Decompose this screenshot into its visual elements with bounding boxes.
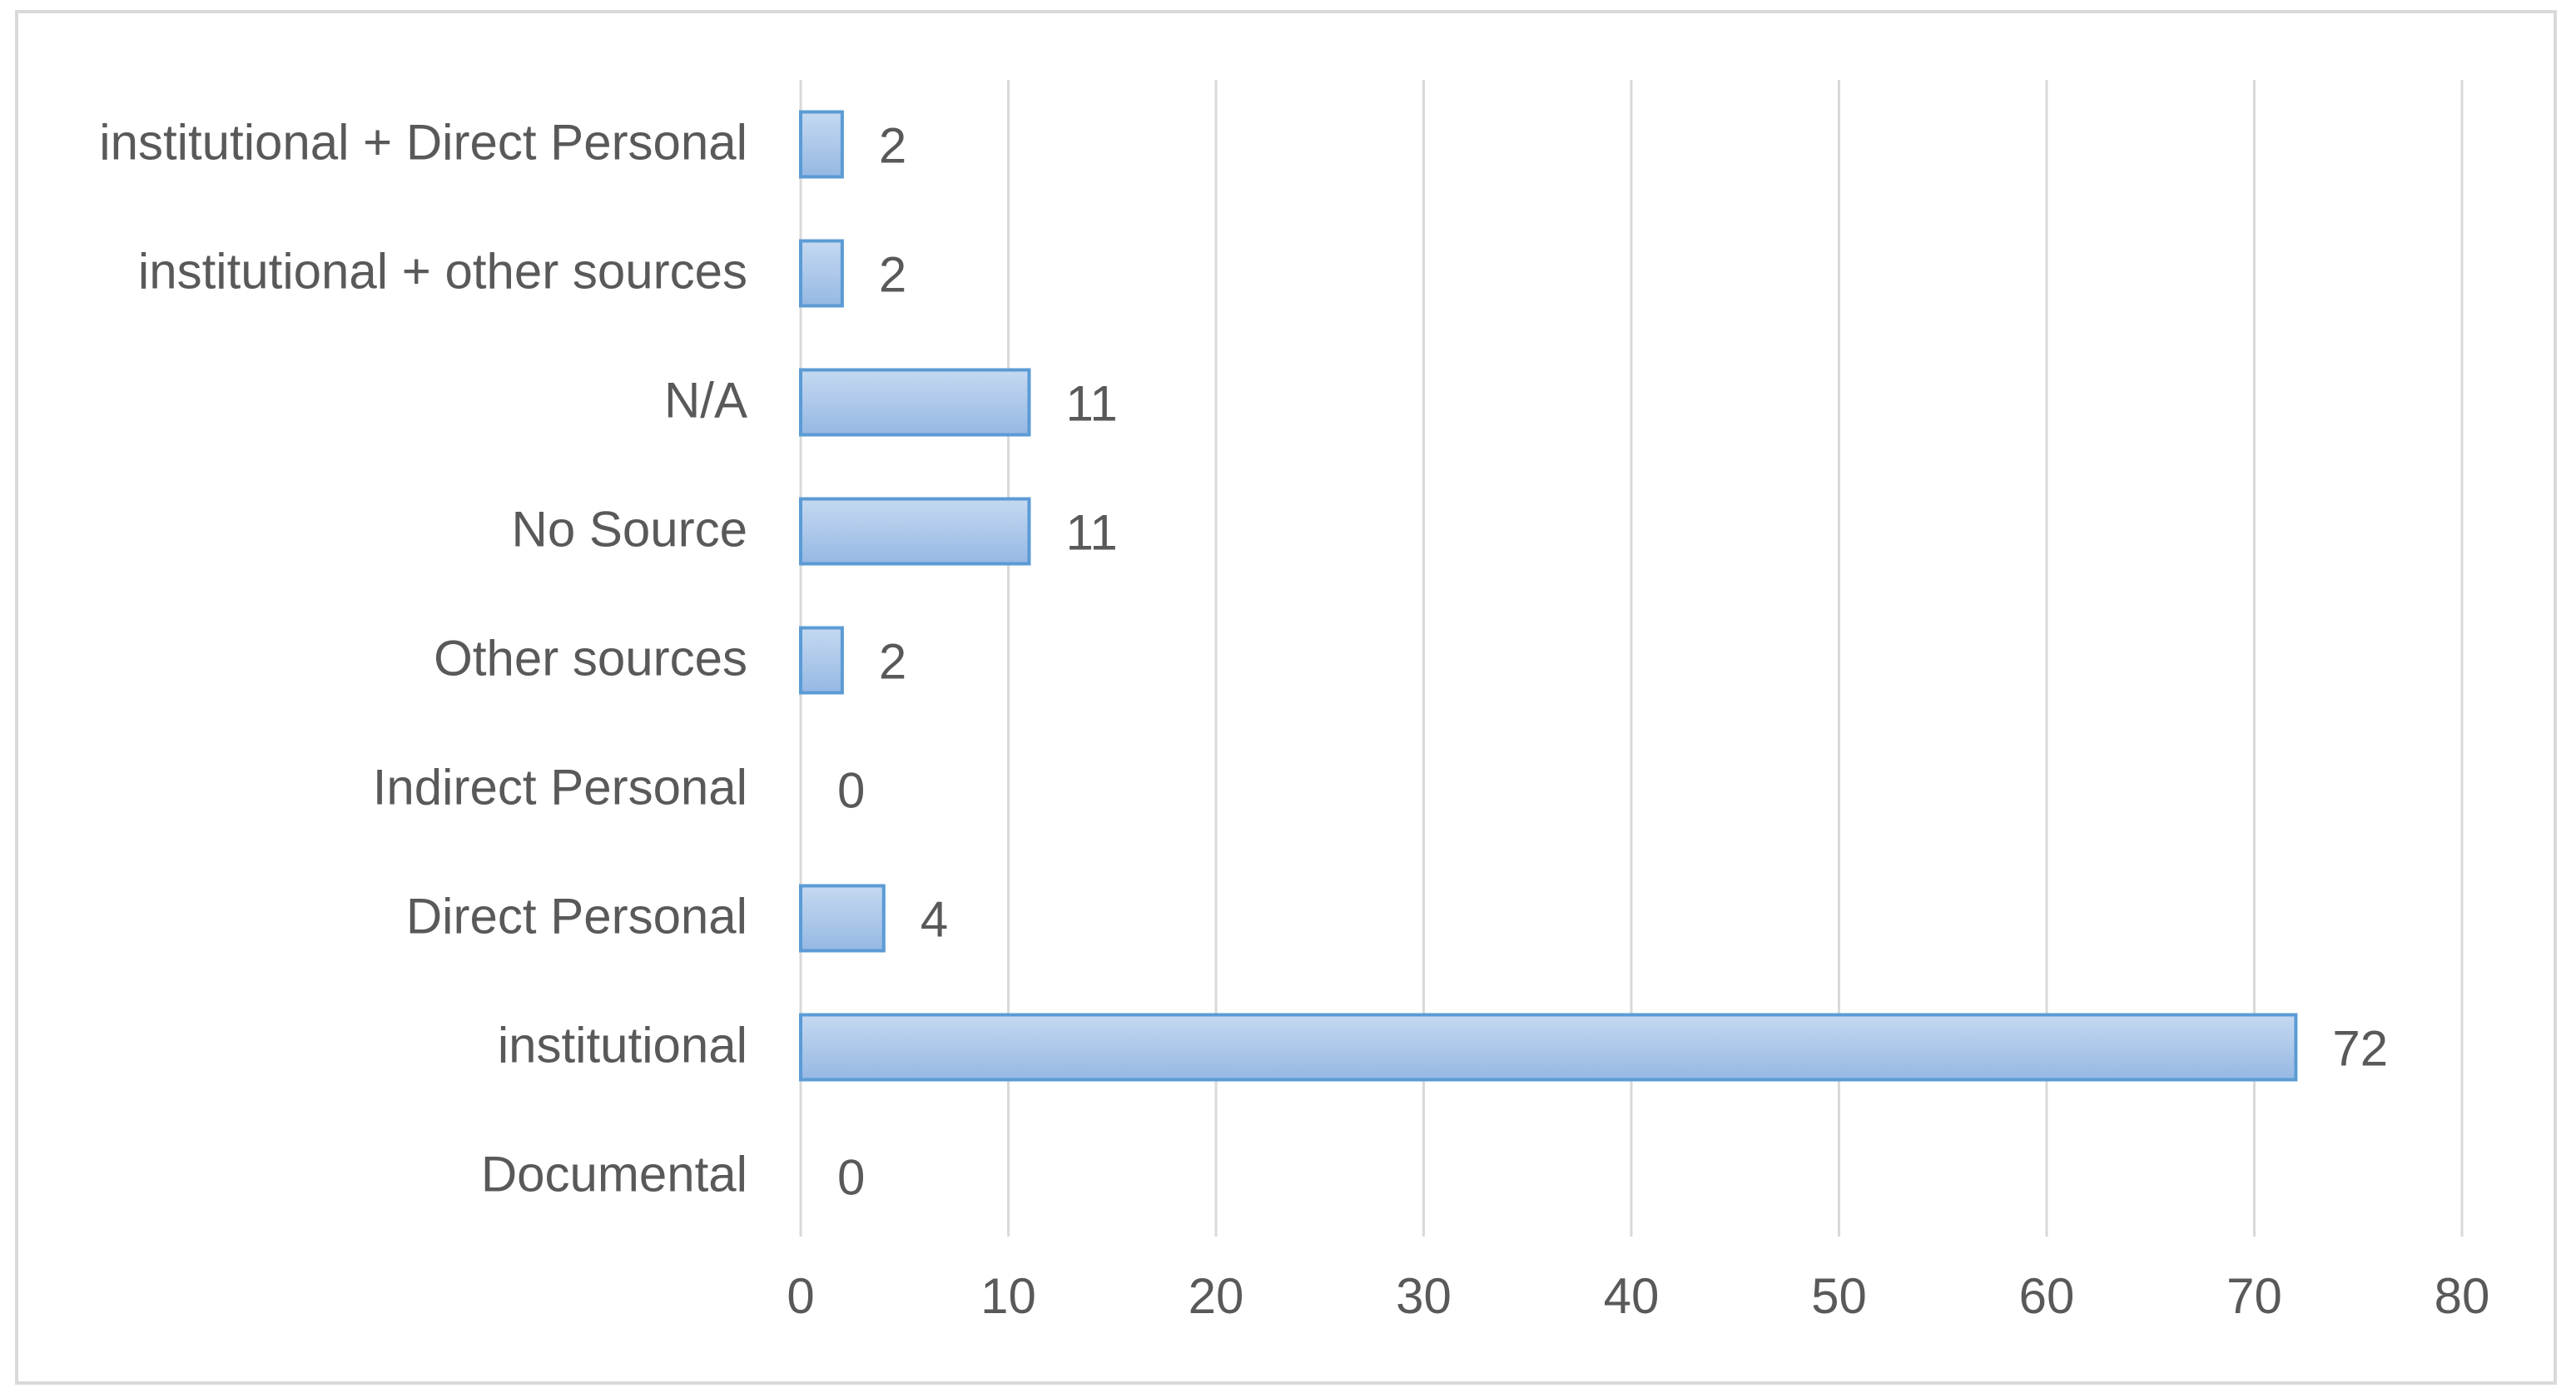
- data-labels: 2 2 11 11 2 0 4 72 0: [837, 118, 2388, 1206]
- category-label: Documental: [481, 1147, 747, 1202]
- bar: [799, 497, 1031, 566]
- category-label: Indirect Personal: [373, 760, 747, 816]
- data-label: 2: [879, 247, 906, 303]
- bar: [799, 110, 844, 179]
- category-labels: institutional + Direct Personal instituti…: [99, 115, 747, 1202]
- x-axis-tick-labels: 0 10 20 30 40 50 60 70 80: [787, 1268, 2489, 1324]
- category-label: Other sources: [434, 631, 747, 687]
- bar: [799, 884, 886, 953]
- category-label: Direct Personal: [406, 889, 747, 944]
- bar: [799, 368, 1031, 437]
- data-label: 0: [837, 763, 865, 819]
- bars: [799, 110, 2298, 1082]
- x-tick-label: 50: [1811, 1268, 1867, 1324]
- x-tick-label: 0: [787, 1268, 814, 1324]
- x-tick-label: 10: [980, 1268, 1036, 1324]
- category-label: institutional + Direct Personal: [99, 115, 747, 171]
- category-label: N/A: [664, 373, 747, 429]
- x-tick-label: 70: [2226, 1268, 2282, 1324]
- x-tick-label: 40: [1604, 1268, 1660, 1324]
- chart-frame: [15, 10, 2557, 1385]
- category-label: No Source: [512, 502, 747, 558]
- data-label: 2: [879, 118, 906, 174]
- data-label: 4: [921, 892, 948, 948]
- data-label: 72: [2332, 1021, 2388, 1077]
- bar: [799, 239, 844, 308]
- bar: [799, 626, 844, 695]
- x-tick-label: 80: [2435, 1268, 2490, 1324]
- x-tick-label: 30: [1396, 1268, 1452, 1324]
- data-label: 11: [1065, 376, 1117, 432]
- x-tick-label: 60: [2019, 1268, 2075, 1324]
- data-label: 2: [879, 634, 906, 690]
- bar: [799, 1013, 2298, 1082]
- data-label: 11: [1065, 505, 1117, 561]
- x-tick-label: 20: [1189, 1268, 1244, 1324]
- data-label: 0: [837, 1150, 865, 1206]
- category-label: institutional: [498, 1018, 747, 1073]
- category-label: institutional + other sources: [138, 244, 747, 300]
